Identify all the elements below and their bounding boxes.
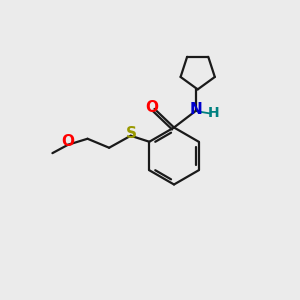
Text: O: O <box>146 100 159 115</box>
Text: O: O <box>61 134 74 149</box>
Text: H: H <box>208 106 219 120</box>
Text: N: N <box>189 102 202 117</box>
Text: S: S <box>126 126 137 141</box>
